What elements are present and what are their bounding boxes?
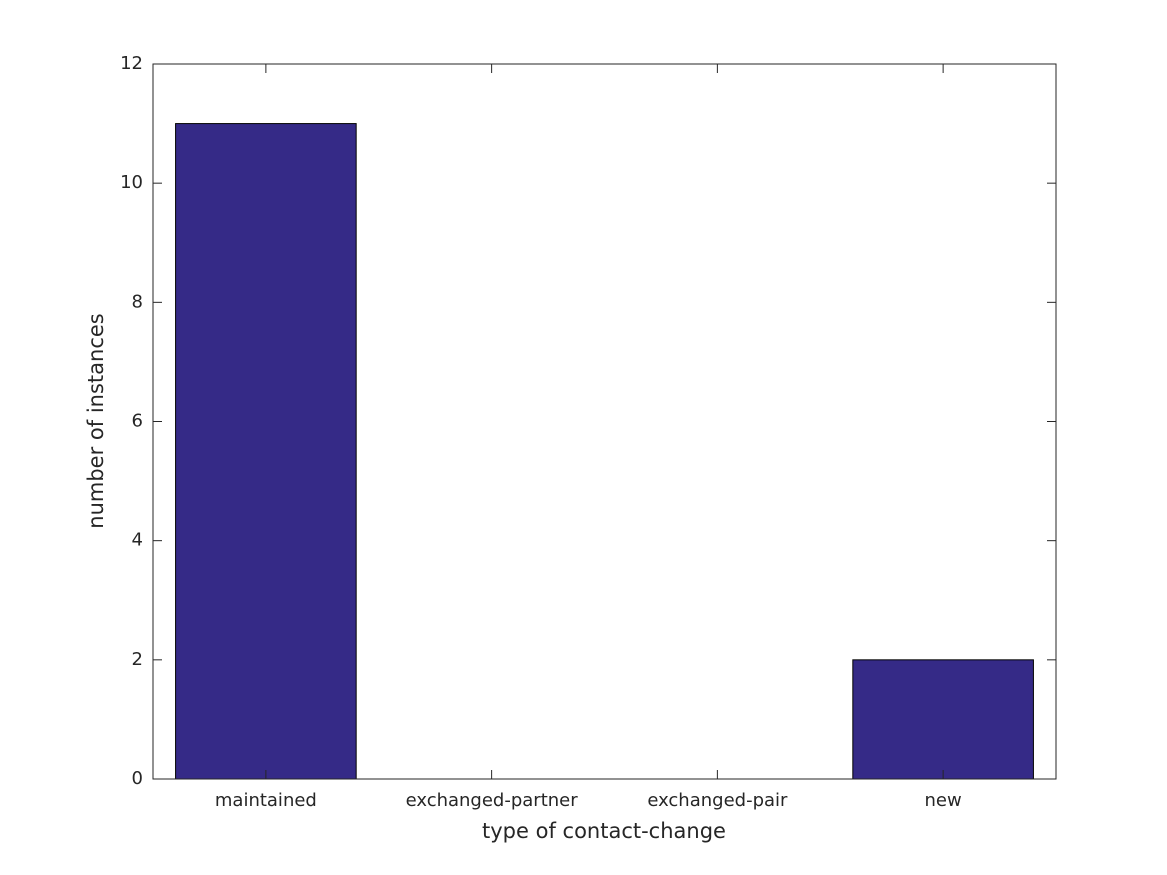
x-tick-label: maintained <box>215 790 317 811</box>
y-tick-label: 0 <box>132 768 143 789</box>
x-axis-label: type of contact-change <box>482 819 726 843</box>
y-tick-label: 12 <box>120 53 143 74</box>
x-tick-label: exchanged-pair <box>647 790 788 811</box>
y-tick-label: 10 <box>120 172 143 193</box>
y-axis-label: number of instances <box>84 313 108 528</box>
y-tick-label: 2 <box>132 649 143 670</box>
y-tick-label: 6 <box>132 411 143 432</box>
x-tick-label: new <box>925 790 962 811</box>
y-tick-label: 4 <box>132 530 143 551</box>
y-tick-label: 8 <box>132 291 143 312</box>
bar <box>175 123 357 780</box>
x-tick-label: exchanged-partner <box>406 790 579 811</box>
bar <box>852 659 1034 780</box>
